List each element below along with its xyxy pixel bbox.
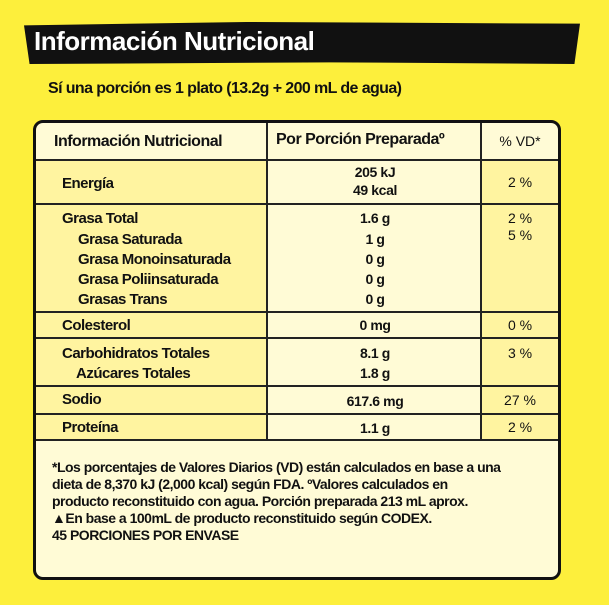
row-label: Azúcares Totales [76, 365, 191, 382]
row-value: 1.6 g [360, 210, 390, 226]
page-title: Información Nutricional [34, 26, 315, 56]
table-row-carbohidratos: Carbohidratos Totales Azúcares Totales 8… [36, 339, 558, 387]
table-row-sodio: Sodio 617.6 mg 27 % [36, 387, 558, 415]
row-value: 0 g [365, 291, 385, 307]
row-value: 1.8 g [360, 365, 390, 381]
table-row-colesterol: Colesterol 0 mg 0 % [36, 313, 558, 339]
row-vd: 2 % [507, 419, 533, 435]
row-value: 0 g [365, 251, 385, 267]
portions-count: 45 PORCIONES POR ENVASE [52, 527, 239, 543]
row-value: 0 g [365, 271, 385, 287]
footnote-line: *Los porcentajes de Valores Diarios (VD)… [52, 459, 501, 475]
row-label: Grasa Saturada [78, 231, 182, 248]
row-label: Colesterol [62, 317, 131, 334]
row-value: 1.1 g [360, 420, 390, 436]
table-row-proteina: Proteína 1.1 g 2 % [36, 415, 558, 441]
table-header: Información Nutricional Por Porción Prep… [36, 123, 558, 161]
row-value: 0 mg [359, 317, 391, 333]
row-label: Energía [62, 175, 114, 192]
row-value: 8.1 g [360, 345, 390, 361]
row-vd: 3 % [507, 345, 533, 361]
row-label: Proteína [62, 419, 119, 436]
row-vd: 27 % [504, 392, 536, 408]
serving-subtitle: Sí una porción es 1 plato (13.2g + 200 m… [48, 80, 402, 97]
header-vd: % VD* [499, 133, 541, 149]
row-label: Carbohidratos Totales [62, 345, 210, 362]
row-label: Grasa Total [62, 210, 138, 227]
row-vd: 2 % [507, 174, 533, 190]
row-label: Grasa Monoinsaturada [78, 251, 231, 268]
row-value: 205 kJ [354, 164, 396, 180]
row-label: Grasas Trans [78, 291, 168, 308]
footnote-line: producto reconstituido con agua. Porción… [52, 493, 468, 509]
nutrition-panel: Información Nutricional Por Porción Prep… [33, 120, 561, 580]
row-label: Sodio [62, 391, 102, 408]
table-row-grasas: Grasa Total Grasa Saturada Grasa Monoins… [36, 205, 558, 313]
footnote-line: dieta de 8,370 kJ (2,000 kcal) según FDA… [52, 476, 448, 492]
footnote-line: ▲En base a 100mL de producto reconstitui… [52, 510, 432, 526]
footnote: *Los porcentajes de Valores Diarios (VD)… [52, 459, 532, 544]
row-vd: 0 % [507, 317, 533, 333]
table-row-energia: Energía 205 kJ 49 kcal 2 % [36, 161, 558, 205]
title-bar [24, 22, 580, 64]
row-value: 49 kcal [353, 182, 397, 198]
header-nutrient: Información Nutricional [54, 133, 223, 150]
row-vd: 5 % [507, 227, 533, 243]
row-value: 617.6 mg [346, 393, 404, 409]
header-per-portion: Por Porción Preparadaº [276, 131, 445, 148]
row-value: 1 g [365, 231, 385, 247]
row-vd: 2 % [507, 210, 533, 226]
row-label: Grasa Poliinsaturada [78, 271, 219, 288]
